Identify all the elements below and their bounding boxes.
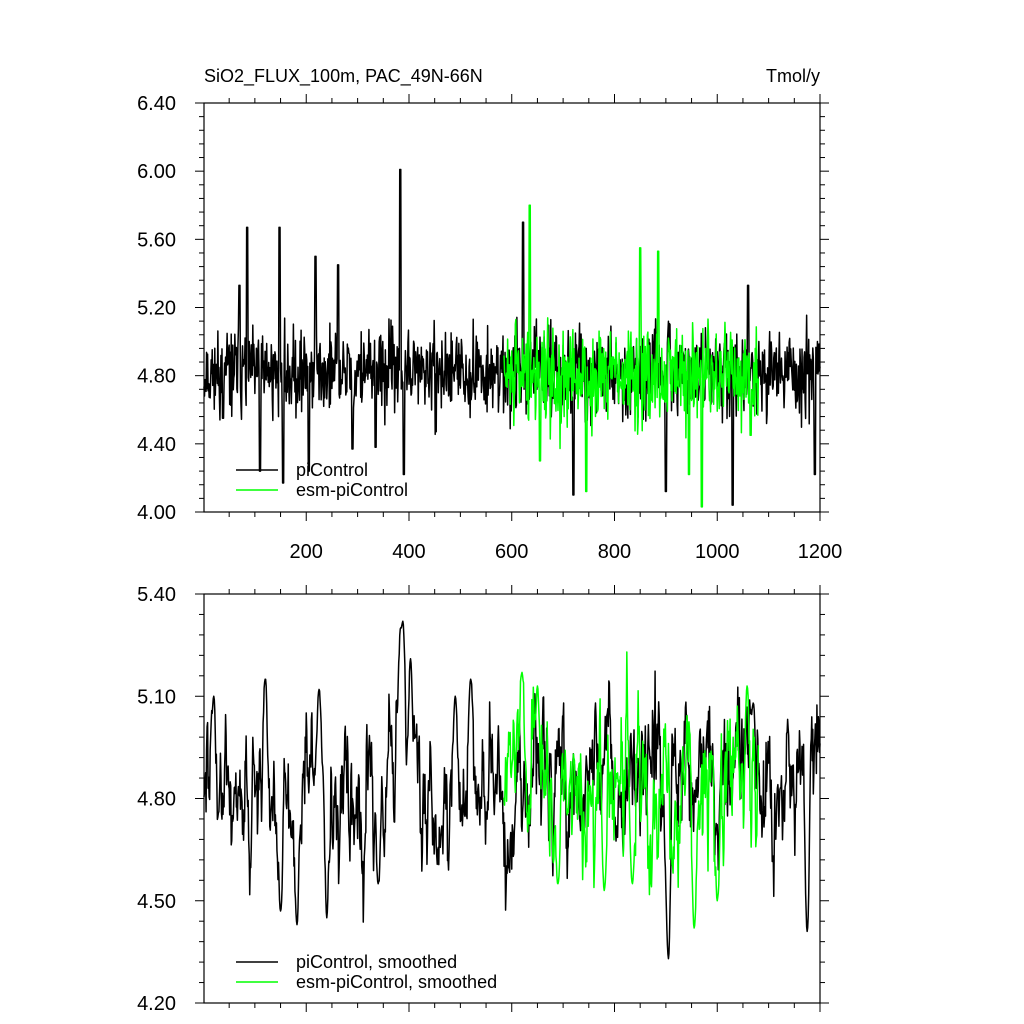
units-label: Tmol/y bbox=[766, 66, 820, 86]
top-panel: SiO2_FLUX_100m, PAC_49N-66N Tmol/y 4.004… bbox=[137, 66, 842, 563]
y-tick-label: 4.00 bbox=[137, 502, 176, 524]
x-tick-label: 1200 bbox=[798, 541, 843, 563]
top-panel-frame bbox=[203, 102, 821, 513]
y-tick-label: 6.40 bbox=[137, 93, 176, 115]
legend-label: esm-piControl, smoothed bbox=[296, 972, 497, 992]
bottom-panel-axes: 4.20 4.50 4.80 5.10 5.40 bbox=[137, 584, 829, 1015]
y-tick-label: 5.60 bbox=[137, 229, 176, 251]
y-tick-label: 5.10 bbox=[137, 686, 176, 708]
bottom-panel: 4.20 4.50 4.80 5.10 5.40 piControl, smoothed… bbox=[137, 584, 829, 1015]
y-tick-label: 4.50 bbox=[137, 891, 176, 913]
x-tick-label: 600 bbox=[495, 541, 528, 563]
x-tick-label: 800 bbox=[598, 541, 631, 563]
series-line-picontrol-smoothed bbox=[203, 620, 821, 960]
y-tick-label: 4.80 bbox=[137, 366, 176, 388]
x-tick-label: 200 bbox=[290, 541, 323, 563]
y-tick-label: 5.20 bbox=[137, 298, 176, 320]
y-tick-label: 6.00 bbox=[137, 161, 176, 183]
top-panel-axes: 4.00 4.40 4.80 5.20 5.60 6.00 6.40 200 400 600 800… bbox=[137, 93, 842, 563]
series-line-esm-picontrol-smoothed bbox=[503, 651, 760, 929]
series-line-esm-picontrol bbox=[503, 204, 760, 508]
y-tick-label: 4.40 bbox=[137, 434, 176, 456]
series-line-picontrol bbox=[203, 168, 821, 506]
top-panel-series bbox=[203, 168, 821, 508]
legend-label: esm-piControl bbox=[296, 480, 408, 500]
chart-title: SiO2_FLUX_100m, PAC_49N-66N bbox=[204, 66, 483, 87]
legend-label: piControl bbox=[296, 460, 368, 480]
y-tick-label: 4.80 bbox=[137, 789, 176, 811]
legend-label: piControl, smoothed bbox=[296, 952, 457, 972]
bottom-panel-series bbox=[203, 620, 821, 960]
y-tick-label: 5.40 bbox=[137, 584, 176, 606]
y-tick-label: 4.20 bbox=[137, 993, 176, 1015]
x-tick-label: 400 bbox=[392, 541, 425, 563]
x-tick-label: 1000 bbox=[695, 541, 740, 563]
